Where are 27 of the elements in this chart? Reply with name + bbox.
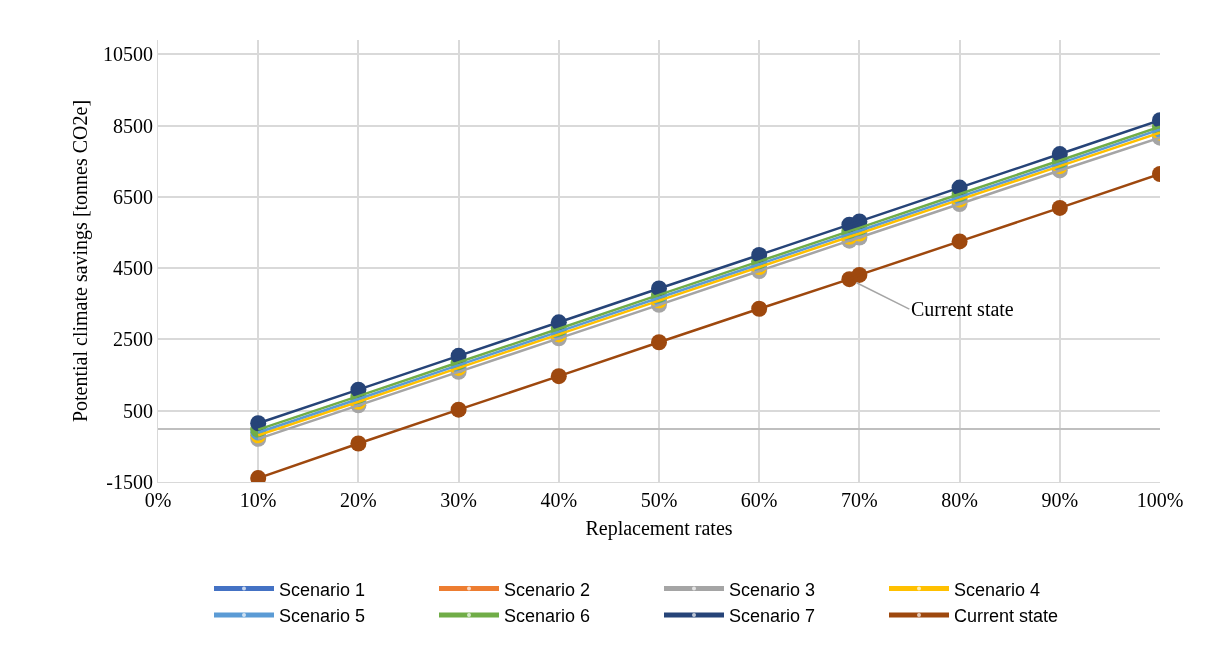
y-tick-label: 8500 — [113, 114, 153, 137]
x-tick-label: 80% — [941, 489, 978, 511]
x-tick-label: 30% — [440, 489, 477, 511]
annotation: Current state — [911, 298, 1014, 320]
y-tick-label: 500 — [123, 399, 153, 422]
y-tick-label: 2500 — [113, 328, 153, 351]
legend-label: Scenario 5 — [279, 606, 366, 627]
y-tick-label: 6500 — [113, 185, 153, 208]
x-axis-title: Replacement rates — [585, 516, 733, 540]
x-tick-label: 70% — [841, 489, 878, 511]
x-tick-label: 60% — [740, 489, 778, 511]
x-tick-label: 40% — [540, 489, 578, 511]
legend-label: Scenario 2 — [504, 579, 591, 600]
legend-label: Scenario 3 — [729, 579, 816, 600]
x-tick-label: 90% — [1041, 489, 1079, 511]
y-tick-label: 10500 — [103, 43, 153, 66]
x-tick-label: 50% — [640, 489, 678, 511]
x-tick-label: 100% — [1136, 489, 1184, 511]
legend-label: Scenario 4 — [954, 579, 1041, 600]
y-tick-label: 4500 — [113, 257, 153, 280]
legend-label: Current state — [954, 606, 1059, 627]
legend-label: Scenario 6 — [504, 606, 591, 627]
x-tick-label: 10% — [239, 489, 277, 511]
legend-label: Scenario 7 — [729, 606, 816, 627]
y-axis-title: Potential climate savings [tonnes CO2e] — [68, 99, 92, 423]
x-tick-label: 20% — [340, 489, 377, 511]
legend-label: Scenario 1 — [279, 579, 366, 600]
